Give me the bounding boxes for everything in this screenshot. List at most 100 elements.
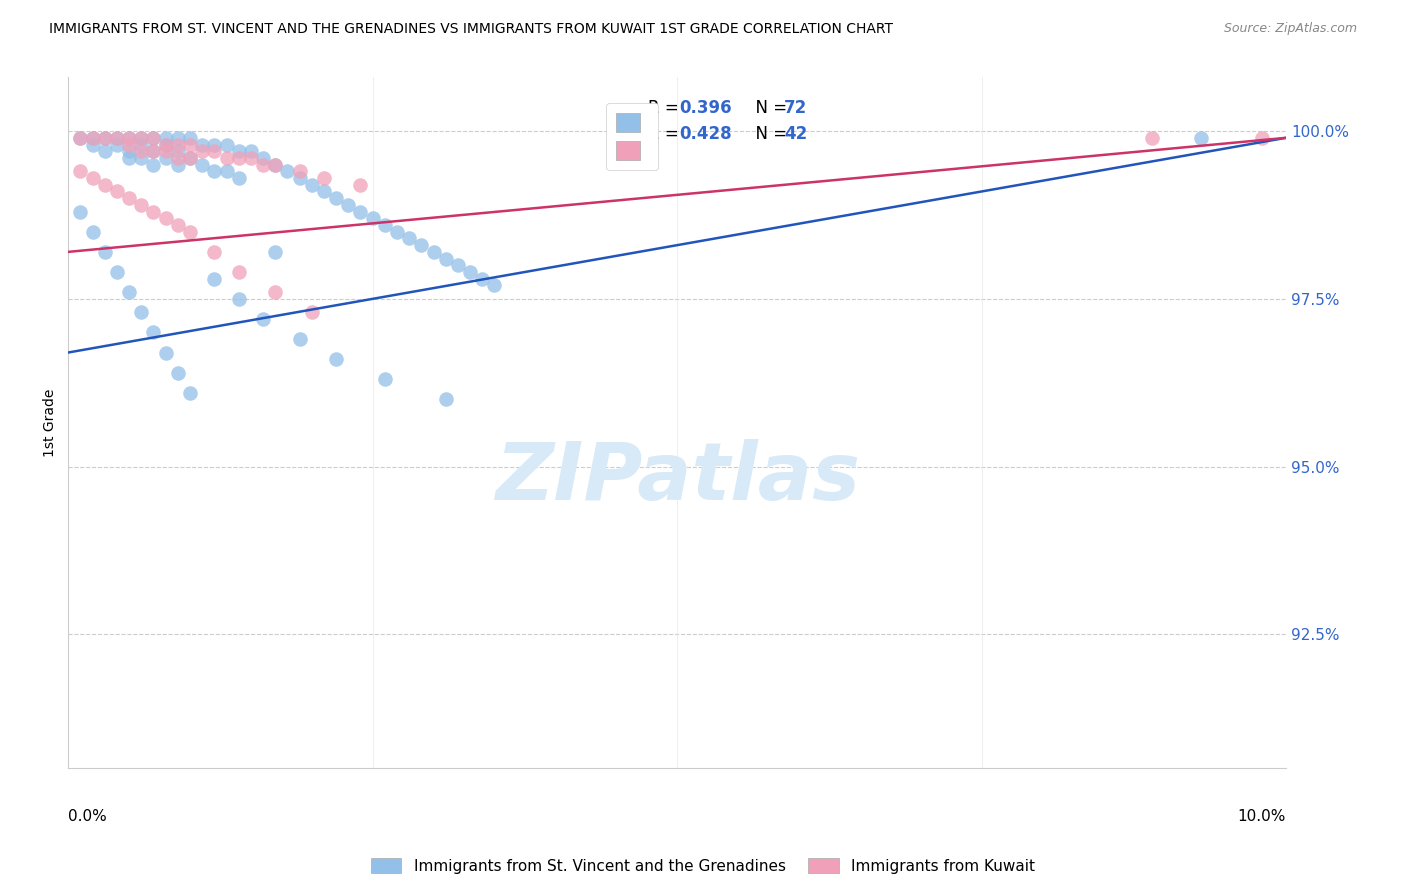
Point (202, 137, 225, 152)
Point (129, 145, 152, 159)
Point (118, 137, 141, 152)
Point (239, 151, 262, 165)
Text: N =: N = (745, 125, 793, 143)
Point (166, 137, 188, 152)
Point (301, 178, 323, 192)
Point (155, 131, 177, 145)
Point (215, 164, 238, 178)
Point (288, 332, 311, 346)
Point (166, 145, 188, 159)
Point (228, 171, 250, 186)
Point (264, 285, 287, 299)
Point (82, 225, 104, 239)
Point (129, 305, 152, 319)
Point (94, 178, 117, 192)
Text: Source: ZipAtlas.com: Source: ZipAtlas.com (1223, 22, 1357, 36)
Point (129, 151, 152, 165)
Point (179, 151, 201, 165)
Point (484, 278, 506, 293)
Point (118, 191, 141, 205)
Point (155, 137, 177, 152)
Point (1250, 131, 1272, 145)
Point (105, 185, 128, 199)
Point (166, 158, 188, 172)
Point (191, 137, 214, 152)
Point (166, 218, 188, 232)
Text: ZIPatlas: ZIPatlas (495, 439, 859, 517)
Point (337, 198, 360, 212)
Point (301, 305, 323, 319)
Point (422, 244, 444, 259)
Point (105, 131, 128, 145)
Point (155, 137, 177, 152)
Point (82, 131, 104, 145)
Point (325, 352, 347, 367)
Point (155, 151, 177, 165)
Point (94, 244, 117, 259)
Point (434, 392, 457, 407)
Point (288, 164, 311, 178)
Point (1189, 131, 1212, 145)
Point (142, 204, 165, 219)
Point (228, 145, 250, 159)
Point (398, 231, 420, 245)
Text: R =: R = (648, 125, 683, 143)
Text: 72: 72 (785, 99, 807, 117)
Point (1140, 131, 1163, 145)
Point (288, 171, 311, 186)
Point (179, 385, 201, 400)
Text: 0.0%: 0.0% (69, 809, 107, 823)
Point (179, 131, 201, 145)
Point (118, 145, 141, 159)
Point (385, 225, 408, 239)
Point (129, 131, 152, 145)
Point (166, 151, 188, 165)
Point (94, 131, 117, 145)
Point (374, 372, 396, 386)
Point (94, 131, 117, 145)
Legend: , : , (606, 103, 658, 169)
Point (202, 244, 225, 259)
Text: IMMIGRANTS FROM ST. VINCENT AND THE GRENADINES VS IMMIGRANTS FROM KUWAIT 1ST GRA: IMMIGRANTS FROM ST. VINCENT AND THE GREN… (49, 22, 893, 37)
Point (264, 244, 287, 259)
Point (82, 171, 104, 186)
Text: 0.396: 0.396 (679, 99, 733, 117)
Point (179, 225, 201, 239)
Point (312, 185, 335, 199)
Point (228, 292, 250, 306)
Point (69, 204, 91, 219)
Point (105, 131, 128, 145)
Point (82, 137, 104, 152)
Point (252, 158, 274, 172)
Point (142, 131, 165, 145)
Text: 42: 42 (785, 125, 807, 143)
Point (239, 145, 262, 159)
Point (411, 238, 433, 252)
Point (179, 137, 201, 152)
Point (215, 137, 238, 152)
Y-axis label: 1st Grade: 1st Grade (44, 389, 58, 457)
Text: N =: N = (745, 99, 793, 117)
Point (69, 164, 91, 178)
Point (82, 131, 104, 145)
Point (105, 137, 128, 152)
Point (471, 271, 494, 285)
Point (434, 252, 457, 266)
Point (118, 131, 141, 145)
Point (129, 198, 152, 212)
Point (69, 131, 91, 145)
Text: R =: R = (648, 99, 683, 117)
Point (69, 131, 91, 145)
Point (458, 265, 481, 279)
Point (374, 218, 396, 232)
Point (325, 191, 347, 205)
Point (349, 204, 371, 219)
Point (155, 345, 177, 359)
Point (118, 131, 141, 145)
Point (179, 151, 201, 165)
Point (264, 158, 287, 172)
Point (142, 158, 165, 172)
Point (118, 285, 141, 299)
Point (202, 164, 225, 178)
Point (166, 366, 188, 380)
